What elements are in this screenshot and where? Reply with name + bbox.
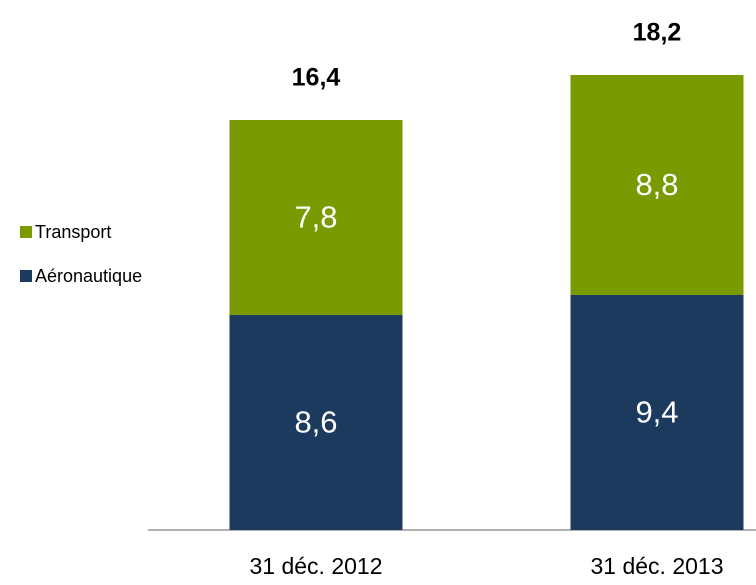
value-label: 7,8: [294, 200, 337, 235]
value-label: 8,6: [294, 405, 337, 440]
bar-segment: [570, 295, 744, 530]
legend-swatch: [20, 270, 32, 282]
value-label: 9,4: [635, 395, 678, 430]
bar-segment: [570, 75, 744, 295]
legend-swatch: [20, 226, 32, 238]
x-tick-label: 31 déc. 2013: [590, 553, 723, 579]
bar-segment: [229, 120, 403, 315]
legend-label: Transport: [35, 222, 111, 242]
x-tick-label: 31 déc. 2012: [249, 553, 382, 579]
bar-segment: [229, 315, 403, 530]
total-label: 16,4: [292, 64, 341, 92]
total-label: 18,2: [633, 19, 682, 47]
value-label: 8,8: [635, 167, 678, 202]
legend-label: Aéronautique: [35, 266, 142, 286]
